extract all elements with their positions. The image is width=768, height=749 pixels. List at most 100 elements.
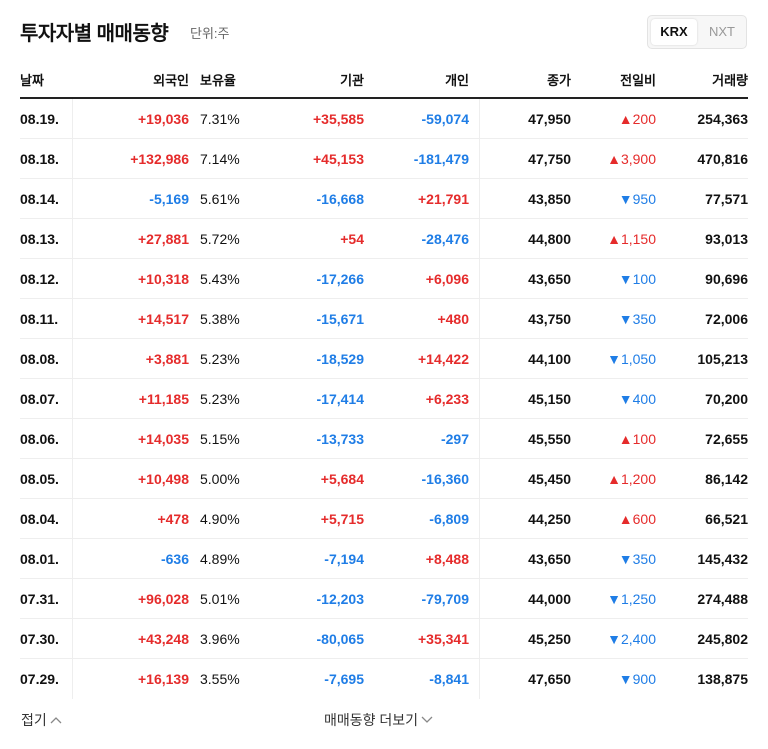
cell: 47,950 (528, 111, 571, 127)
cell: -6,809 (429, 511, 469, 527)
cell: 86,142 (705, 471, 748, 487)
cell: +16,139 (138, 671, 189, 687)
column-header: 전일비 (620, 73, 656, 88)
cell: 7.31% (200, 111, 240, 127)
cell: 4.90% (200, 511, 240, 527)
cell: 90,696 (705, 271, 748, 287)
cell: 5.43% (200, 271, 240, 287)
cell: 254,363 (697, 111, 748, 127)
cell: -297 (440, 431, 469, 447)
cell: +11,185 (138, 391, 189, 407)
cell: ▼2,400 (607, 631, 656, 647)
cell: 08.08. (20, 351, 59, 367)
cell: 4.89% (200, 551, 240, 567)
cell: +6,233 (425, 391, 469, 407)
column-divider (72, 99, 73, 699)
row-divider (20, 338, 748, 339)
cell: -181,479 (413, 151, 469, 167)
cell: 08.19. (20, 111, 59, 127)
cell: 43,650 (528, 271, 571, 287)
cell: 105,213 (697, 351, 748, 367)
cell: +54 (340, 231, 364, 247)
more-button[interactable]: 매매동향 더보기 (324, 710, 433, 730)
cell: +96,028 (138, 591, 189, 607)
cell: ▼350 (618, 311, 656, 327)
collapse-label: 접기 (21, 712, 47, 728)
cell: +132,986 (130, 151, 189, 167)
cell: 43,750 (528, 311, 571, 327)
cell: +6,096 (425, 271, 469, 287)
column-header: 거래량 (712, 73, 748, 88)
cell: -59,074 (421, 111, 469, 127)
row-divider (20, 258, 748, 259)
cell: 44,250 (528, 511, 571, 527)
cell: -5,169 (149, 191, 189, 207)
cell: -15,671 (316, 311, 364, 327)
cell: +3,881 (145, 351, 189, 367)
cell: 5.38% (200, 311, 240, 327)
cell: +21,791 (418, 191, 469, 207)
row-divider (20, 578, 748, 579)
column-header: 종가 (547, 73, 571, 88)
cell: 145,432 (697, 551, 748, 567)
row-divider (20, 538, 748, 539)
column-header: 외국인 (153, 73, 189, 88)
cell: 72,006 (705, 311, 748, 327)
cell: 08.11. (20, 311, 59, 327)
cell: -12,203 (316, 591, 364, 607)
row-divider (20, 658, 748, 659)
cell: 470,816 (697, 151, 748, 167)
cell: 08.04. (20, 511, 59, 527)
cell: +478 (157, 511, 189, 527)
cell: 5.72% (200, 231, 240, 247)
cell: 5.23% (200, 351, 240, 367)
cell: 08.13. (20, 231, 59, 247)
collapse-button[interactable]: 접기 (21, 710, 62, 730)
cell: ▼400 (618, 391, 656, 407)
cell: -79,709 (421, 591, 469, 607)
cell: 5.15% (200, 431, 240, 447)
row-divider (20, 458, 748, 459)
cell: ▲3,900 (607, 151, 656, 167)
cell: 08.14. (20, 191, 59, 207)
cell: 66,521 (705, 511, 748, 527)
cell: +480 (437, 311, 469, 327)
cell: 72,655 (705, 431, 748, 447)
cell: +10,498 (138, 471, 189, 487)
cell: 3.55% (200, 671, 240, 687)
tab-krx[interactable]: KRX (651, 19, 697, 45)
chevron-up (50, 717, 62, 724)
cell: 43,850 (528, 191, 571, 207)
cell: +27,881 (138, 231, 189, 247)
cell: 274,488 (697, 591, 748, 607)
cell: 93,013 (705, 231, 748, 247)
cell: 08.01. (20, 551, 59, 567)
cell: 07.30. (20, 631, 59, 647)
cell: +35,341 (418, 631, 469, 647)
cell: +5,715 (320, 511, 364, 527)
cell: 08.18. (20, 151, 59, 167)
cell: -28,476 (421, 231, 469, 247)
cell: +43,248 (138, 631, 189, 647)
header-rule (20, 97, 748, 99)
cell: 44,800 (528, 231, 571, 247)
cell: 5.01% (200, 591, 240, 607)
more-label: 매매동향 더보기 (324, 712, 419, 728)
cell: 5.00% (200, 471, 240, 487)
row-divider (20, 378, 748, 379)
column-header: 보유율 (200, 73, 236, 88)
cell: 47,750 (528, 151, 571, 167)
cell: 07.29. (20, 671, 59, 687)
cell: -7,695 (324, 671, 364, 687)
cell: ▼1,250 (607, 591, 656, 607)
cell: 245,802 (697, 631, 748, 647)
column-divider (479, 99, 480, 699)
cell: 7.14% (200, 151, 240, 167)
cell: 45,550 (528, 431, 571, 447)
row-divider (20, 418, 748, 419)
cell: 43,650 (528, 551, 571, 567)
cell: -17,414 (316, 391, 364, 407)
cell: +19,036 (138, 111, 189, 127)
tab-nxt[interactable]: NXT (709, 24, 735, 39)
